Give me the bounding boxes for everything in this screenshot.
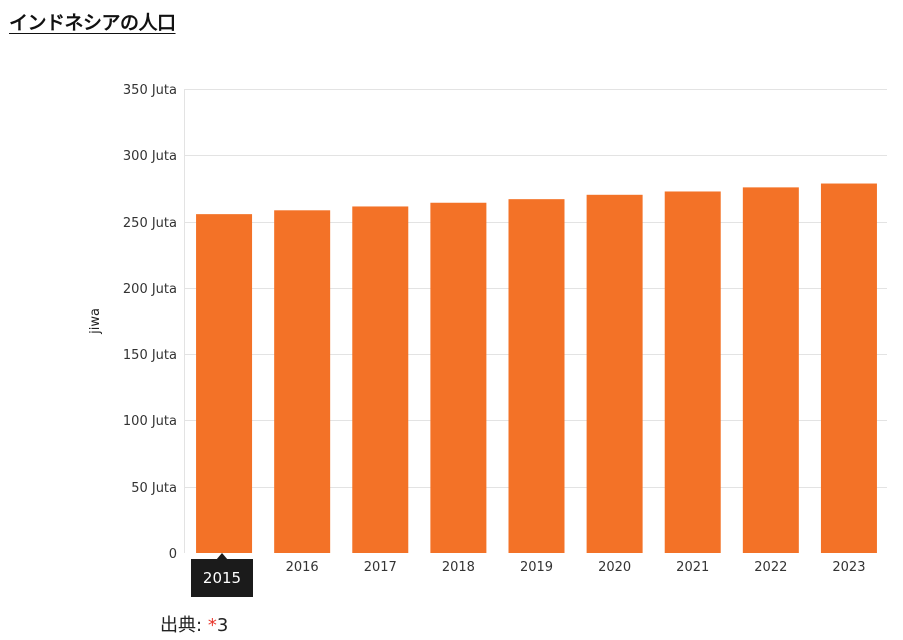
bar-2019[interactable] xyxy=(508,199,565,553)
x-tick-label: 2022 xyxy=(754,560,787,575)
y-tick-label: 150 Juta xyxy=(123,348,177,363)
bar-2021[interactable] xyxy=(664,191,721,553)
bar-2017[interactable] xyxy=(352,206,409,553)
source-label: 出典: xyxy=(160,615,203,636)
y-tick-label: 350 Juta xyxy=(123,83,177,98)
source-asterisk[interactable]: * xyxy=(207,615,217,636)
tooltip-arrow xyxy=(216,553,228,560)
y-tick-label: 100 Juta xyxy=(123,414,177,429)
bar-2018[interactable] xyxy=(430,202,487,554)
bars xyxy=(196,183,877,554)
x-tick-label: 2021 xyxy=(676,560,709,575)
bar-2016[interactable] xyxy=(274,210,331,553)
bar-2022[interactable] xyxy=(742,187,799,554)
y-axis-title: jiwa xyxy=(88,308,103,335)
x-tick-label: 2016 xyxy=(286,560,319,575)
x-tick-label: 2017 xyxy=(364,560,397,575)
y-tick-label: 0 xyxy=(169,547,177,562)
y-tick-label: 50 Juta xyxy=(131,481,177,496)
y-tick-label: 250 Juta xyxy=(123,216,177,231)
bar-2020[interactable] xyxy=(586,194,643,554)
hover-tooltip: 2015 xyxy=(191,559,253,597)
source-note: 出典: *3 xyxy=(160,611,228,637)
y-axis-ticks: 0 50 Juta 100 Juta 150 Juta 200 Juta 250 Juta… xyxy=(123,83,177,562)
y-tick-label: 200 Juta xyxy=(123,282,177,297)
x-tick-label: 2019 xyxy=(520,560,553,575)
x-tick-label: 2023 xyxy=(832,560,865,575)
x-tick-label: 2018 xyxy=(442,560,475,575)
x-tick-label: 2020 xyxy=(598,560,631,575)
x-axis-ticks: 201520162017201820192020202120222023 xyxy=(208,560,866,575)
y-tick-label: 300 Juta xyxy=(123,149,177,164)
source-ref-number[interactable]: 3 xyxy=(216,615,229,636)
page-title: インドネシアの人口 xyxy=(9,12,176,34)
bar-2023[interactable] xyxy=(820,183,877,553)
bar-2015[interactable] xyxy=(196,214,253,553)
